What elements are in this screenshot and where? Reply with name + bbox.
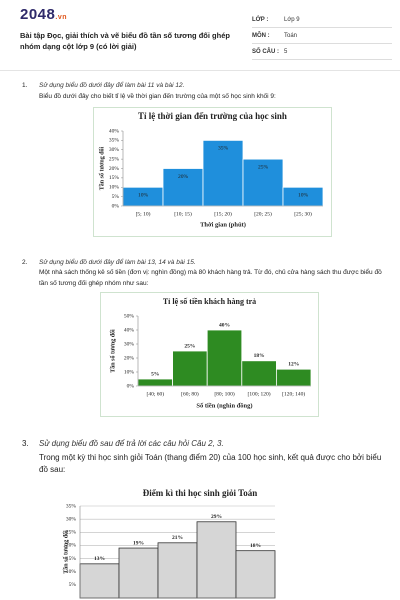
- chart: Tỉ lệ số tiền khách hàng trả Tần số tương…: [100, 292, 319, 417]
- question-text: Một nhà sách thống kê số tiền (đơn vị: n…: [39, 269, 382, 287]
- question-text: Biểu đồ dưới đây cho biết tỉ lệ về thời …: [39, 93, 276, 100]
- y-tick-label: 10%: [109, 185, 120, 191]
- y-tick-label: 20%: [66, 543, 77, 549]
- doc-title: Bài tập Đọc, giải thích và vẽ biểu đồ tầ…: [20, 31, 230, 51]
- info-table: LỚP : Lớp 9 MÔN : Toán SỐ CÂU : 5: [252, 12, 392, 60]
- logo[interactable]: 2048.vn: [20, 6, 67, 23]
- chart: Tỉ lệ thời gian đến trường của học sinh T…: [93, 107, 332, 237]
- x-tick-label: [5; 10): [136, 210, 151, 217]
- question-number: 3.: [22, 439, 29, 448]
- bar: [235, 550, 276, 599]
- value-label: 18%: [250, 543, 261, 549]
- x-tick-label: [80; 100): [214, 390, 234, 397]
- y-tick-label: 35%: [109, 138, 120, 144]
- y-tick-label: 30%: [109, 147, 120, 153]
- y-tick-label: 15%: [66, 556, 77, 562]
- bar: [137, 378, 173, 387]
- question-number: 1.: [22, 82, 28, 89]
- question-instruction: Sử dụng biểu đồ dưới đây để làm bài 11 v…: [39, 82, 185, 89]
- x-tick-label: [120; 140): [282, 390, 305, 397]
- chart-title: Tỉ lệ thời gian đến trường của học sinh: [138, 111, 287, 121]
- question-number: 2.: [22, 259, 28, 266]
- y-tick-label: 0%: [127, 383, 135, 389]
- chart: Điểm kì thi học sinh giỏi Toán Tần số tươ…: [62, 488, 276, 599]
- info-label: SỐ CÂU :: [252, 48, 279, 55]
- y-tick-label: 35%: [66, 503, 77, 509]
- question-instruction: Sử dụng biểu đồ sau để trả lời các câu h…: [39, 439, 224, 448]
- y-tick-label: 0%: [112, 203, 120, 209]
- info-value: Toán: [284, 32, 298, 39]
- y-tick-label: 10%: [124, 369, 135, 375]
- value-label: 10%: [298, 193, 309, 199]
- logo-text: 2048: [20, 6, 56, 23]
- y-tick-label: 40%: [124, 327, 135, 333]
- y-tick-label: 30%: [124, 341, 135, 347]
- chart-title: Tỉ lệ số tiền khách hàng trả: [163, 297, 256, 306]
- info-row: SỐ CÂU : 5: [252, 44, 392, 60]
- bar: [172, 350, 208, 387]
- value-label: 18%: [254, 353, 265, 359]
- x-tick-label: [20; 25): [254, 210, 272, 217]
- x-tick-label: [10; 15): [174, 210, 192, 217]
- y-tick-label: 25%: [66, 530, 77, 536]
- info-value: 5: [284, 48, 288, 55]
- bar: [79, 563, 120, 599]
- value-label: 25%: [258, 164, 269, 170]
- value-label: 19%: [133, 540, 144, 546]
- bar: [275, 368, 312, 387]
- x-tick-label: [25; 30): [294, 210, 312, 217]
- question-instruction: Sử dụng biểu đồ dưới đây để làm bài 13, …: [39, 259, 196, 266]
- y-tick-label: 15%: [109, 175, 120, 181]
- info-row: LỚP : Lớp 9: [252, 12, 392, 28]
- value-label: 25%: [184, 343, 195, 349]
- bar: [202, 139, 244, 207]
- y-tick-label: 50%: [124, 313, 135, 319]
- value-label: 20%: [178, 174, 189, 180]
- x-axis-label: Thời gian (phút): [200, 221, 246, 228]
- value-label: 35%: [218, 146, 229, 152]
- bar: [157, 542, 198, 599]
- question-text: Trong một kỳ thi học sinh giỏi Toán (tha…: [39, 453, 382, 474]
- x-tick-label: [60; 80): [181, 390, 199, 397]
- value-label: 21%: [172, 535, 183, 541]
- value-label: 12%: [288, 361, 299, 367]
- y-axis-label: Tần số tương đối: [109, 329, 116, 373]
- x-axis-label: Số tiền (nghìn đồng): [196, 402, 252, 409]
- y-tick-label: 20%: [109, 166, 120, 172]
- x-tick-label: [40; 60): [147, 390, 165, 397]
- x-tick-label: [100; 120): [248, 390, 271, 397]
- y-tick-label: 5%: [112, 194, 120, 200]
- info-value: Lớp 9: [284, 16, 300, 23]
- value-label: 5%: [151, 371, 159, 377]
- y-tick-label: 40%: [109, 128, 120, 134]
- bar: [241, 360, 277, 387]
- value-label: 10%: [138, 193, 149, 199]
- y-tick-label: 20%: [124, 355, 135, 361]
- bar: [196, 521, 237, 599]
- value-label: 13%: [94, 556, 105, 562]
- chart-title: Điểm kì thi học sinh giỏi Toán: [143, 488, 258, 498]
- bar: [206, 329, 243, 387]
- value-label: 40%: [219, 322, 230, 328]
- x-tick-label: [15; 20): [214, 210, 232, 217]
- bar: [242, 158, 284, 207]
- separator: [0, 70, 400, 71]
- y-axis-label: Tần số tương đối: [98, 146, 105, 190]
- bar: [118, 547, 159, 599]
- y-tick-label: 25%: [109, 156, 120, 162]
- y-tick-label: 30%: [66, 516, 77, 522]
- info-row: MÔN : Toán: [252, 28, 392, 44]
- value-label: 29%: [211, 514, 222, 520]
- info-label: MÔN :: [252, 32, 270, 39]
- bar: [162, 168, 204, 207]
- logo-suffix: .vn: [55, 14, 67, 21]
- y-tick-label: 5%: [69, 582, 77, 588]
- info-label: LỚP :: [252, 16, 269, 23]
- y-tick-label: 10%: [66, 569, 77, 575]
- y-axis-label: Tần số tương đối: [62, 530, 69, 574]
